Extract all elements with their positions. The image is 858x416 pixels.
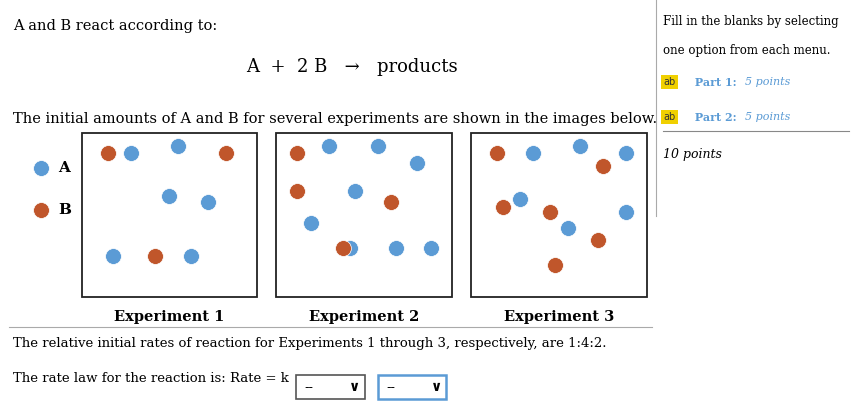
Point <box>101 149 115 156</box>
Text: The relative initial rates of reaction for Experiments 1 through 3, respectively: The relative initial rates of reaction f… <box>13 337 607 350</box>
Point <box>526 149 540 156</box>
Text: Part 1:: Part 1: <box>691 77 740 88</box>
Text: 10 points: 10 points <box>663 148 722 161</box>
Text: The initial amounts of A and B for several experiments are shown in the images b: The initial amounts of A and B for sever… <box>13 112 657 126</box>
Point <box>124 149 137 156</box>
Text: Experiment 3: Experiment 3 <box>504 310 614 324</box>
Point <box>619 149 632 156</box>
Point <box>561 225 575 232</box>
Point <box>372 143 385 150</box>
Point <box>596 163 610 169</box>
Text: ∨: ∨ <box>349 380 360 394</box>
Point <box>202 199 215 206</box>
Point <box>348 187 362 194</box>
Point <box>548 261 562 268</box>
Point <box>343 245 357 251</box>
Point <box>384 199 397 206</box>
Text: 5 points: 5 points <box>745 112 790 122</box>
Point <box>106 253 120 260</box>
Point <box>291 149 305 156</box>
Point <box>491 149 505 156</box>
Text: A  +  2 B   →   products: A + 2 B → products <box>246 58 457 76</box>
Text: B: B <box>58 203 71 217</box>
Point <box>172 143 185 150</box>
Bar <box>471 133 647 297</box>
Text: A: A <box>58 161 70 176</box>
Text: ab: ab <box>663 77 675 87</box>
Text: Fill in the blanks by selecting: Fill in the blanks by selecting <box>663 15 839 27</box>
Point <box>389 245 402 251</box>
Bar <box>276 133 452 297</box>
Text: ∨: ∨ <box>431 380 442 394</box>
Text: --: -- <box>305 381 313 394</box>
Point <box>513 196 527 202</box>
Point <box>323 143 336 150</box>
Point <box>424 245 438 251</box>
Text: one option from each menu.: one option from each menu. <box>663 44 831 57</box>
Text: ab: ab <box>663 112 675 122</box>
Point <box>305 220 318 227</box>
Text: Part 2:: Part 2: <box>691 112 740 123</box>
Point <box>219 149 233 156</box>
Point <box>163 192 177 199</box>
Text: --: -- <box>386 381 395 394</box>
Point <box>573 143 587 150</box>
Point <box>148 253 162 260</box>
Point <box>410 159 424 166</box>
Text: Experiment 2: Experiment 2 <box>309 310 420 324</box>
Text: A and B react according to:: A and B react according to: <box>13 19 217 33</box>
Point <box>34 207 48 213</box>
Text: 5 points: 5 points <box>745 77 790 87</box>
Point <box>591 237 605 243</box>
Point <box>619 209 632 215</box>
Point <box>543 209 557 215</box>
Bar <box>378 375 446 399</box>
Point <box>291 187 305 194</box>
Point <box>184 253 197 260</box>
Bar <box>296 375 365 399</box>
Point <box>336 245 350 251</box>
Point <box>496 204 510 210</box>
Text: Experiment 1: Experiment 1 <box>114 310 225 324</box>
Text: The rate law for the reaction is: Rate = k: The rate law for the reaction is: Rate =… <box>13 372 289 385</box>
Point <box>34 165 48 172</box>
Bar <box>82 133 257 297</box>
